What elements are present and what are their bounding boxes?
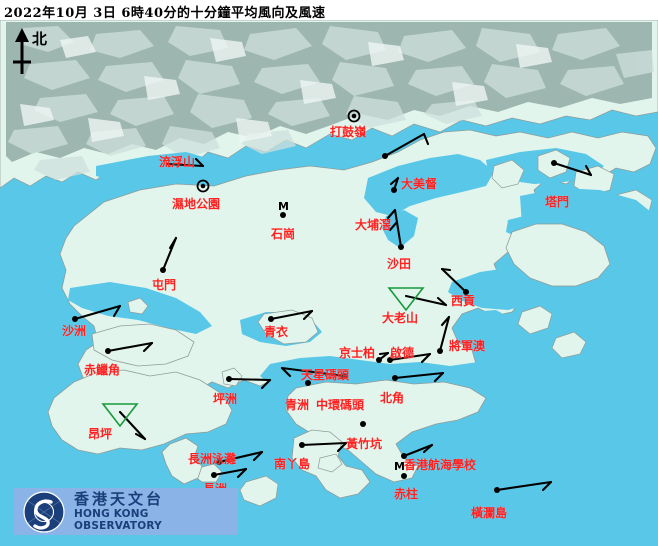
wind-barb-tsing-yi xyxy=(269,309,314,321)
station-dot xyxy=(72,153,557,493)
wind-barb-cheung-chau-beach xyxy=(217,450,264,464)
station-triangle xyxy=(101,287,425,428)
hko-circular-s-emblem xyxy=(23,490,65,533)
station-label[interactable]: 流浮山 xyxy=(159,155,196,169)
station-label[interactable]: 沙田 xyxy=(387,257,412,271)
eastern-islets xyxy=(517,305,553,335)
station-label[interactable]: 大美督 xyxy=(401,177,438,191)
urban-patch-light xyxy=(20,36,552,142)
station-label[interactable]: 打鼓嶺 xyxy=(330,125,367,139)
wind-barb-sha-chau xyxy=(73,304,122,321)
station-label[interactable]: 西貢 xyxy=(451,294,476,308)
station-label[interactable]: 京士柏 xyxy=(339,346,376,360)
wind-barb-waglan xyxy=(495,480,553,492)
station-label[interactable]: 啟德 xyxy=(390,346,415,360)
urban-texture-light xyxy=(8,26,654,182)
southern-islets xyxy=(239,475,279,507)
station-label[interactable]: 昂坪 xyxy=(88,427,113,441)
station-label[interactable]: 石崗 xyxy=(271,227,296,241)
wind-barb-hk-sea-school xyxy=(402,443,434,458)
lantau-island xyxy=(47,369,233,455)
station-label[interactable]: 坪洲 xyxy=(213,392,238,406)
station-label[interactable]: 青衣 xyxy=(264,325,289,339)
wind-barbs xyxy=(73,132,593,492)
north-label: 北 xyxy=(32,30,48,48)
map-svg: M M xyxy=(0,20,658,546)
islet-b xyxy=(317,453,343,473)
north-arrow-icon xyxy=(13,28,31,74)
page-title: 2022年10月 3日 6時40分的十分鐘平均風向及風速 xyxy=(4,6,326,21)
logo-name-en: HONG KONG OBSERVATORY xyxy=(74,507,162,532)
north-arrow: 北 xyxy=(6,26,66,78)
logo-name-cn: 香港天文台 xyxy=(74,490,165,509)
station-label[interactable]: 沙洲 xyxy=(62,324,87,338)
station-label[interactable]: 南丫島 xyxy=(274,457,311,471)
station-label[interactable]: 大埔滘 xyxy=(355,218,392,232)
station-label[interactable]: 濕地公園 xyxy=(172,197,221,211)
station-label[interactable]: 天星碼頭 xyxy=(301,368,350,382)
wind-barb-tseung-kwan-o xyxy=(438,315,451,353)
station-label[interactable]: 赤柱 xyxy=(394,487,419,501)
station-markers: M M xyxy=(72,109,557,493)
peng-chau-islet xyxy=(221,367,243,387)
station-label[interactable]: 赤鱲角 xyxy=(84,363,121,377)
wind-barb-lamma xyxy=(300,441,348,453)
wind-barb-sha-tin xyxy=(386,208,403,249)
map-canvas[interactable]: M M xyxy=(0,20,658,546)
station-label[interactable]: 塔門 xyxy=(545,195,570,209)
wind-barb-chek-lap-kok xyxy=(106,341,154,353)
wind-barb-sai-kung xyxy=(440,267,468,294)
wind-barb-kai-tak xyxy=(388,352,432,364)
station-circle-dot-center xyxy=(200,113,357,189)
svg-text:M: M xyxy=(278,200,289,213)
station-label[interactable]: 黃竹坑 xyxy=(346,437,383,451)
hko-logo: 香港天文台 HONG KONG OBSERVATORY xyxy=(14,488,238,535)
svg-text:M: M xyxy=(394,460,405,473)
wind-barb-north-point xyxy=(393,371,445,383)
station-label[interactable]: 中環碼頭 xyxy=(316,398,365,412)
inner-port-shelter xyxy=(462,310,514,340)
wind-barb-tai-mei-tuk xyxy=(383,132,430,158)
station-label[interactable]: 長洲泳灘 xyxy=(188,452,237,466)
station-m-marker: M M xyxy=(278,200,405,473)
wind-barb-tuen-mun xyxy=(161,236,178,272)
station-label[interactable]: 香港航海學校 xyxy=(404,458,477,472)
station-circle-dot xyxy=(196,109,361,193)
east-coast-land xyxy=(505,223,611,287)
wind-barb-tap-mun xyxy=(552,161,593,177)
ne-island-c xyxy=(491,159,525,189)
station-label[interactable]: 屯門 xyxy=(152,278,177,292)
cheung-chau-island xyxy=(161,437,203,485)
station-label[interactable]: 橫瀾島 xyxy=(471,506,508,520)
wind-barb-star-ferry xyxy=(280,366,346,378)
wind-barb-cheung-chau xyxy=(212,467,248,479)
wind-barb-ngong-ping xyxy=(118,410,147,441)
wind-barb-lau-fau-shan xyxy=(165,157,205,168)
tolo-harbour xyxy=(364,154,494,216)
wind-barb-peng-chau xyxy=(227,377,272,390)
eastern-islets-b xyxy=(551,331,587,359)
station-label[interactable]: 北角 xyxy=(380,391,405,405)
shatin-inlet xyxy=(382,210,418,248)
port-shelter xyxy=(448,268,542,310)
station-label[interactable]: 青洲 xyxy=(285,398,310,412)
station-label[interactable]: 將軍澳 xyxy=(449,339,486,353)
sha-chau-islet xyxy=(127,297,149,315)
station-label[interactable]: 大老山 xyxy=(382,311,419,325)
wind-barb-tates-cairn xyxy=(404,294,448,307)
